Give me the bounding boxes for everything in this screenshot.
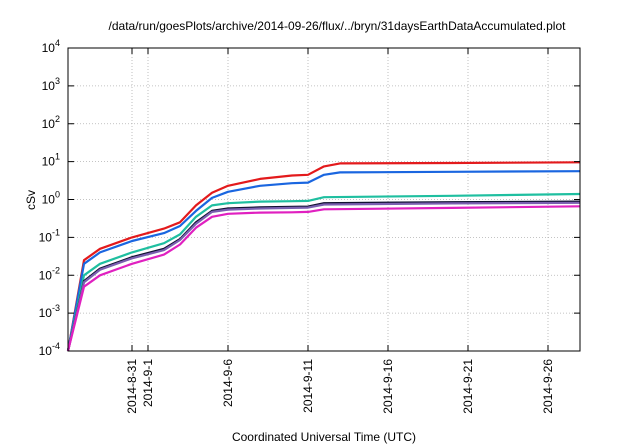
- series-line-6: [66, 205, 581, 352]
- x-tick-label: 2014-8-31: [125, 359, 139, 414]
- x-tick-label: 2014-9-26: [541, 359, 555, 414]
- y-tick-label: 102: [42, 114, 60, 131]
- x-tick-label: 2014-9-16: [381, 359, 395, 414]
- y-tick-label: 10-3: [39, 303, 60, 320]
- y-tick-label: 100: [42, 190, 60, 207]
- grid: [68, 48, 580, 351]
- x-axis-ticks: 2014-8-31 2014-9-1 2014-9-6 2014-9-11 2014-9…: [125, 48, 555, 414]
- series-line-3: [66, 192, 581, 352]
- x-tick-label: 2014-9-1: [141, 359, 155, 407]
- series-line-4: [66, 200, 581, 352]
- x-tick-label: 2014-9-21: [461, 359, 475, 414]
- chart-title: /data/run/goesPlots/archive/2014-09-26/f…: [109, 19, 567, 33]
- series-line-2: [66, 170, 581, 352]
- series-line-1: [66, 161, 581, 352]
- series-lines: [66, 161, 581, 352]
- y-tick-label: 10-1: [39, 227, 60, 244]
- y-tick-label: 10-2: [39, 265, 60, 282]
- series-line-5: [66, 201, 581, 352]
- y-tick-label: 104: [42, 38, 60, 55]
- x-tick-label: 2014-9-11: [301, 359, 315, 413]
- y-axis-label: cSv: [24, 190, 38, 210]
- y-axis-ticks: 10-4 10-3 10-2 10-1 100 101 102 103 104: [39, 38, 580, 358]
- y-tick-label: 10-4: [39, 341, 60, 358]
- y-tick-label: 101: [42, 152, 60, 169]
- x-axis-label: Coordinated Universal Time (UTC): [232, 430, 416, 444]
- y-tick-label: 103: [42, 76, 60, 93]
- x-tick-label: 2014-9-6: [221, 359, 235, 407]
